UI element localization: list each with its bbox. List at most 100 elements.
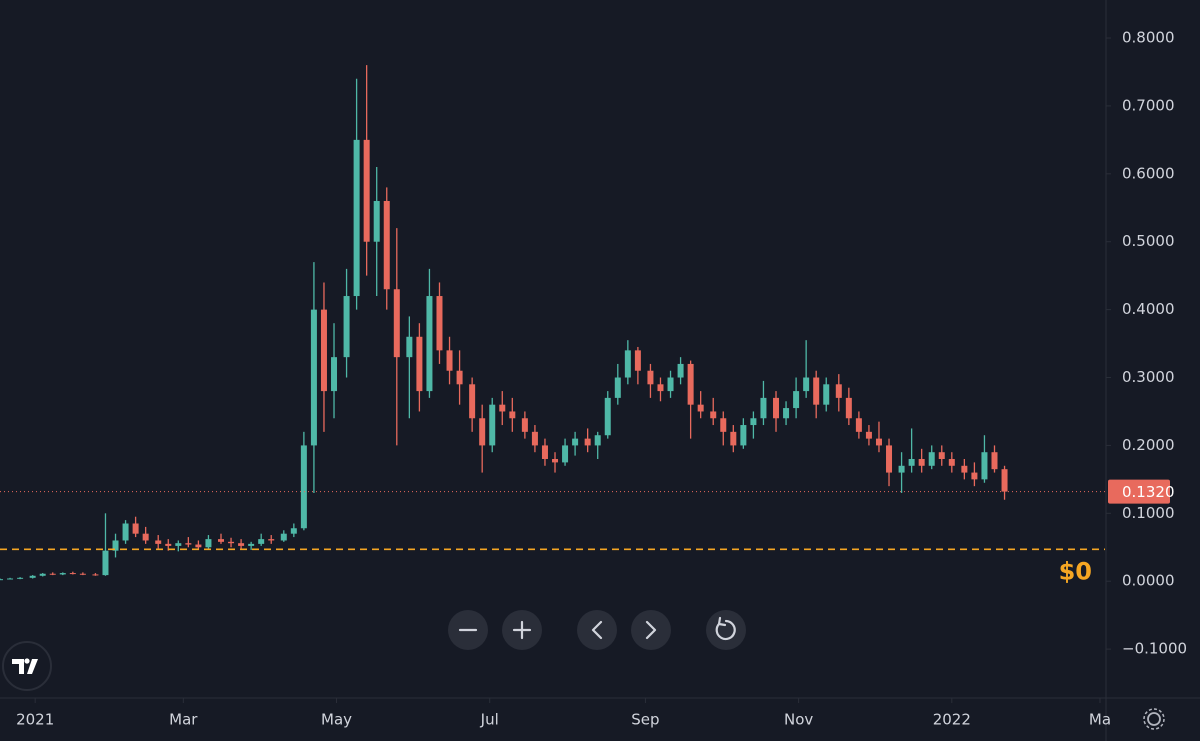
candle-body: [803, 377, 810, 392]
candle-body: [39, 573, 46, 576]
candle-body: [102, 550, 109, 576]
candle-body: [331, 357, 338, 392]
y-tick-label: −0.1000: [1122, 640, 1187, 658]
candle-body: [469, 384, 476, 419]
candle-body: [69, 573, 76, 575]
candle-body: [218, 539, 224, 542]
y-tick-label: 0.8000: [1122, 29, 1175, 47]
candle-body: [855, 418, 862, 432]
candle-body: [238, 543, 245, 546]
candle-body: [647, 370, 654, 385]
candle-body: [773, 397, 780, 419]
candle-body: [938, 452, 945, 459]
candle-body: [981, 452, 988, 480]
candle-body: [112, 540, 119, 551]
candle-body: [29, 575, 36, 578]
candle-body: [205, 539, 212, 548]
candle-body: [268, 539, 275, 541]
candle-body: [521, 418, 528, 432]
candle-body: [456, 370, 463, 385]
candle-body: [363, 139, 370, 242]
candle-body: [667, 377, 674, 392]
zoom-in-button[interactable]: [502, 610, 542, 650]
x-tick-label: Sep: [631, 711, 659, 729]
y-tick-label: 0.0000: [1122, 572, 1175, 590]
reset-button[interactable]: [706, 610, 746, 650]
x-tick-label: May: [321, 711, 352, 729]
candle-body: [489, 404, 496, 446]
candle-body: [624, 350, 631, 378]
last-price-label: 0.1320: [1122, 483, 1175, 501]
candle-body: [948, 458, 955, 466]
y-tick-label: 0.7000: [1122, 96, 1175, 114]
candle-body: [155, 540, 162, 544]
y-tick-label: 0.4000: [1122, 300, 1175, 318]
candle-body: [740, 425, 747, 446]
candle-body: [793, 391, 800, 409]
scroll-left-button[interactable]: [577, 610, 617, 650]
candle-body: [572, 438, 579, 446]
candle-body: [185, 543, 192, 545]
candle-body: [248, 543, 255, 546]
candle-body: [0, 579, 3, 581]
candle-body: [845, 397, 852, 419]
candle-body: [49, 573, 56, 575]
candle-body: [122, 523, 129, 541]
candle-body: [918, 458, 925, 466]
candle-body: [961, 465, 968, 473]
x-tick-label: Jul: [480, 711, 499, 729]
candle-body: [1001, 469, 1008, 492]
candle-body: [697, 404, 704, 412]
candle-body: [416, 336, 423, 392]
last-price-box: [1108, 479, 1170, 504]
candle-body: [406, 336, 413, 358]
candle-body: [17, 577, 24, 579]
candle-body: [446, 350, 453, 371]
candle-body: [614, 377, 621, 398]
candle-body: [142, 533, 149, 541]
candle-body: [373, 200, 380, 242]
candle-body: [383, 200, 390, 290]
candle-body: [343, 296, 350, 358]
candle-body: [320, 309, 327, 392]
y-tick-label: 0.5000: [1122, 232, 1175, 250]
candle-body: [971, 472, 978, 480]
logo[interactable]: [2, 641, 52, 691]
candle-body: [92, 574, 99, 576]
candle-body: [79, 573, 86, 575]
plot-area: [0, 65, 1008, 581]
candle-body: [499, 404, 506, 412]
candle-body: [835, 384, 842, 398]
x-tick-label: Ma: [1089, 711, 1111, 729]
candle-body: [479, 418, 486, 446]
candle-body: [991, 452, 998, 470]
candle-body: [898, 465, 905, 473]
candle-body: [175, 543, 182, 546]
scroll-right-button[interactable]: [631, 610, 671, 650]
zoom-out-button[interactable]: [448, 610, 488, 650]
candle-body: [426, 296, 433, 392]
x-tick-label: 2021: [16, 711, 54, 729]
candle-body: [730, 431, 737, 446]
candle-body: [59, 573, 66, 575]
candle-body: [875, 438, 882, 446]
candle-body: [634, 350, 641, 371]
candle-body: [604, 397, 611, 436]
x-tick-label: Nov: [784, 711, 813, 729]
x-tick-label: 2022: [933, 711, 971, 729]
candle-body: [7, 578, 14, 580]
x-tick-label: Mar: [169, 711, 198, 729]
candle-body: [509, 411, 516, 419]
candle-body: [760, 397, 767, 419]
candle-body: [132, 523, 139, 534]
candle-body: [886, 445, 893, 473]
candle-body: [436, 296, 443, 351]
candle-body: [594, 435, 601, 446]
settings-icon[interactable]: [1143, 708, 1165, 730]
y-tick-label: 0.2000: [1122, 436, 1175, 454]
y-tick-label: 0.3000: [1122, 368, 1175, 386]
candle-body: [552, 458, 559, 463]
candle-body: [353, 139, 360, 297]
candle-body: [720, 418, 727, 432]
